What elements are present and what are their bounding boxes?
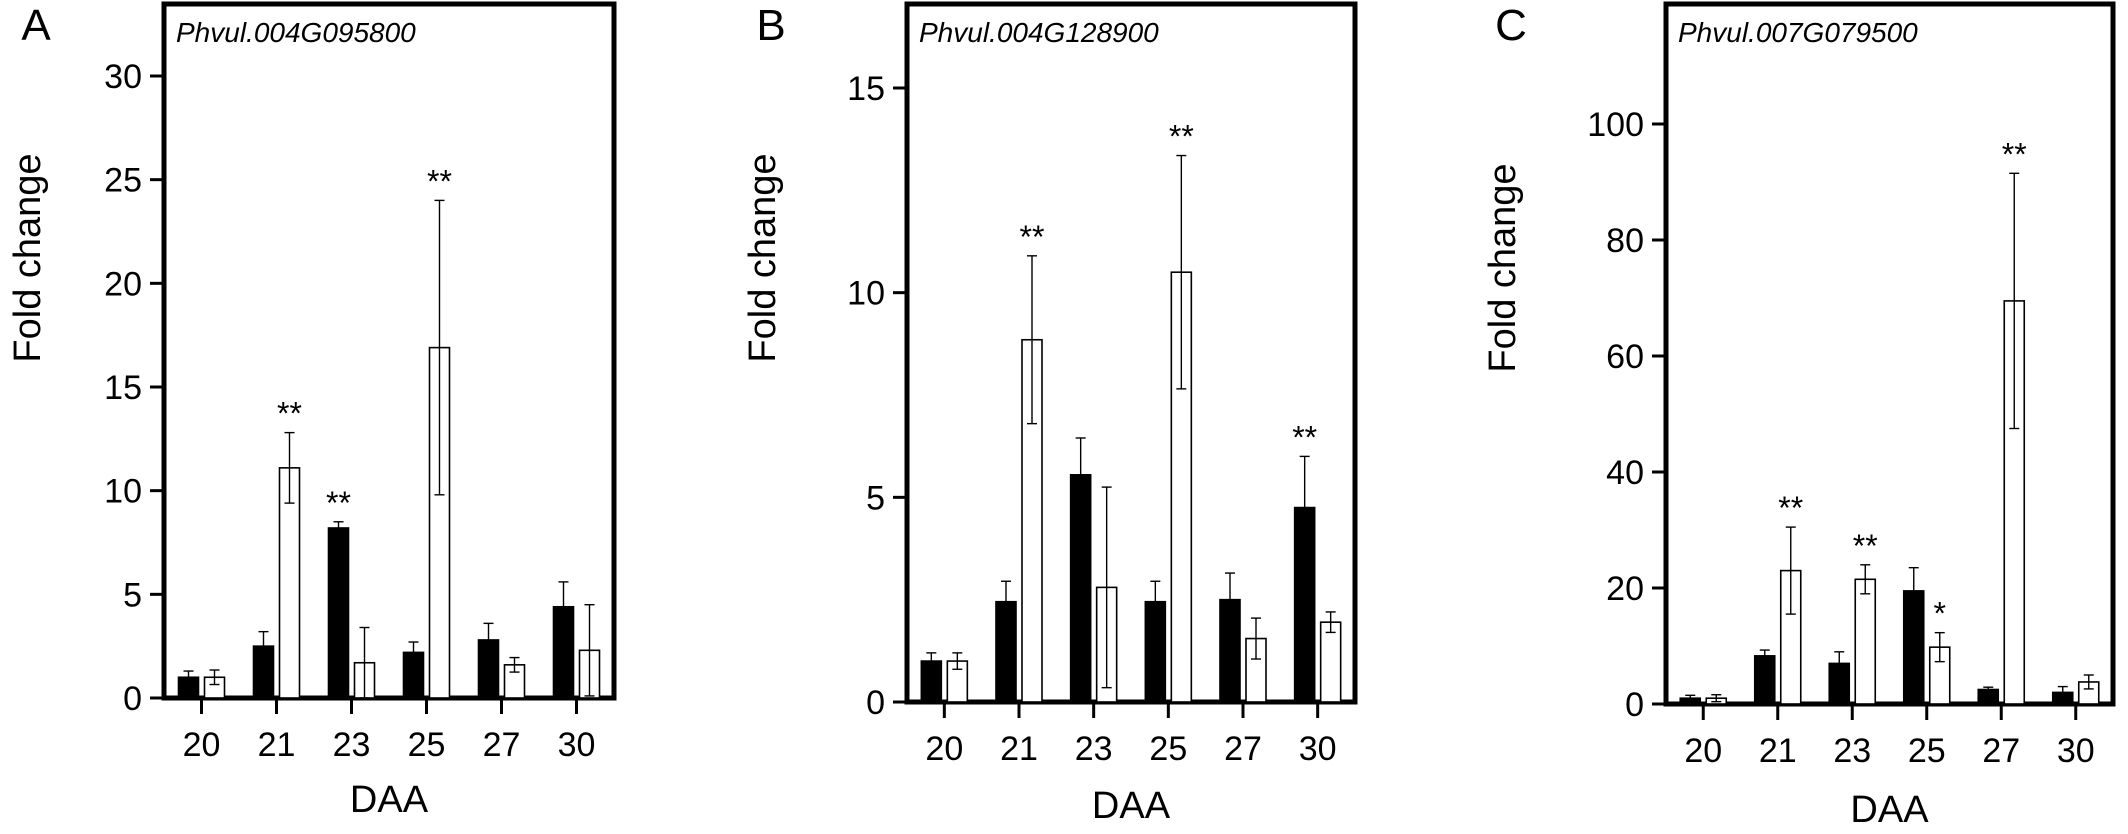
x-tick-label: 30 (558, 726, 596, 764)
y-axis-label: Fold change (7, 153, 49, 362)
chart-title: Phvul.004G095800 (176, 17, 416, 48)
y-tick-label: 60 (1606, 338, 1644, 376)
panel-label: C (1495, 1, 1527, 50)
panel-b: B Phvul.004G128900 0 5 10 15 Fold change 20 21 23… (742, 1, 1358, 827)
x-tick-label: 25 (1149, 730, 1187, 768)
panel-label: A (21, 1, 51, 50)
significance-label: ** (277, 396, 302, 432)
bar (1854, 578, 1877, 705)
y-tick-label: 30 (104, 58, 142, 96)
panel-c: C Phvul.007G079500 0 20 40 60 80 100 Fold change… (1482, 1, 2116, 831)
x-axis-label: DAA (1092, 785, 1171, 827)
plot-frame (904, 1, 1358, 705)
x-tick-label: 21 (258, 726, 296, 764)
x-tick-label: 27 (483, 726, 521, 764)
y-tick-label: 20 (104, 265, 142, 303)
significance-label: ** (2002, 136, 2027, 172)
significance-label: ** (1169, 119, 1194, 155)
x-tick-label: 30 (2057, 732, 2095, 770)
y-tick-label: 15 (104, 369, 142, 407)
significance-label: ** (1778, 490, 1803, 526)
x-tick-label: 21 (1759, 732, 1797, 770)
significance-label: ** (1853, 528, 1878, 564)
x-tick-label: 25 (408, 726, 446, 764)
x-tick-label: 23 (333, 726, 371, 764)
bar (1319, 621, 1342, 703)
y-tick-label: 0 (123, 680, 142, 718)
panel-a: A Phvul.004G095800 0 5 10 15 20 25 30 Fold change… (7, 1, 617, 821)
x-tick-label: 20 (925, 730, 963, 768)
plot-frame (1663, 1, 2116, 707)
x-tick-label: 23 (1075, 730, 1113, 768)
plot-frame (161, 1, 617, 701)
y-tick-label: 40 (1606, 454, 1644, 492)
x-axis-label: DAA (1850, 789, 1929, 831)
significance-label: ** (1292, 419, 1317, 455)
bar (1753, 655, 1776, 705)
x-tick-label: 20 (183, 726, 221, 764)
x-tick-label: 23 (1833, 732, 1871, 770)
y-tick-label: 0 (866, 684, 885, 722)
y-axis-label: Fold change (1482, 163, 1524, 372)
y-tick-label: 0 (1625, 686, 1644, 724)
x-axis-label: DAA (350, 779, 429, 821)
panel-label: B (756, 1, 785, 50)
y-axis-label: Fold change (742, 153, 784, 362)
x-tick-label: 30 (1299, 730, 1337, 768)
significance-label: ** (326, 485, 351, 521)
y-tick-label: 5 (866, 479, 885, 517)
y-tick-label: 80 (1606, 222, 1644, 260)
y-tick-label: 25 (104, 162, 142, 200)
chart-title: Phvul.004G128900 (919, 17, 1159, 48)
bar (327, 527, 350, 699)
significance-label: * (1934, 596, 1946, 632)
y-tick-label: 10 (847, 275, 885, 313)
y-tick-label: 100 (1587, 106, 1644, 144)
y-tick-label: 15 (847, 70, 885, 108)
x-tick-label: 25 (1908, 732, 1946, 770)
x-tick-label: 27 (1224, 730, 1262, 768)
x-tick-label: 21 (1000, 730, 1038, 768)
y-tick-label: 5 (123, 576, 142, 614)
chart-title: Phvul.007G079500 (1678, 17, 1918, 48)
x-tick-label: 20 (1684, 732, 1722, 770)
x-tick-label: 27 (1982, 732, 2020, 770)
significance-label: ** (427, 163, 452, 199)
y-tick-label: 20 (1606, 570, 1644, 608)
y-tick-label: 10 (104, 473, 142, 511)
significance-label: ** (1020, 219, 1045, 255)
